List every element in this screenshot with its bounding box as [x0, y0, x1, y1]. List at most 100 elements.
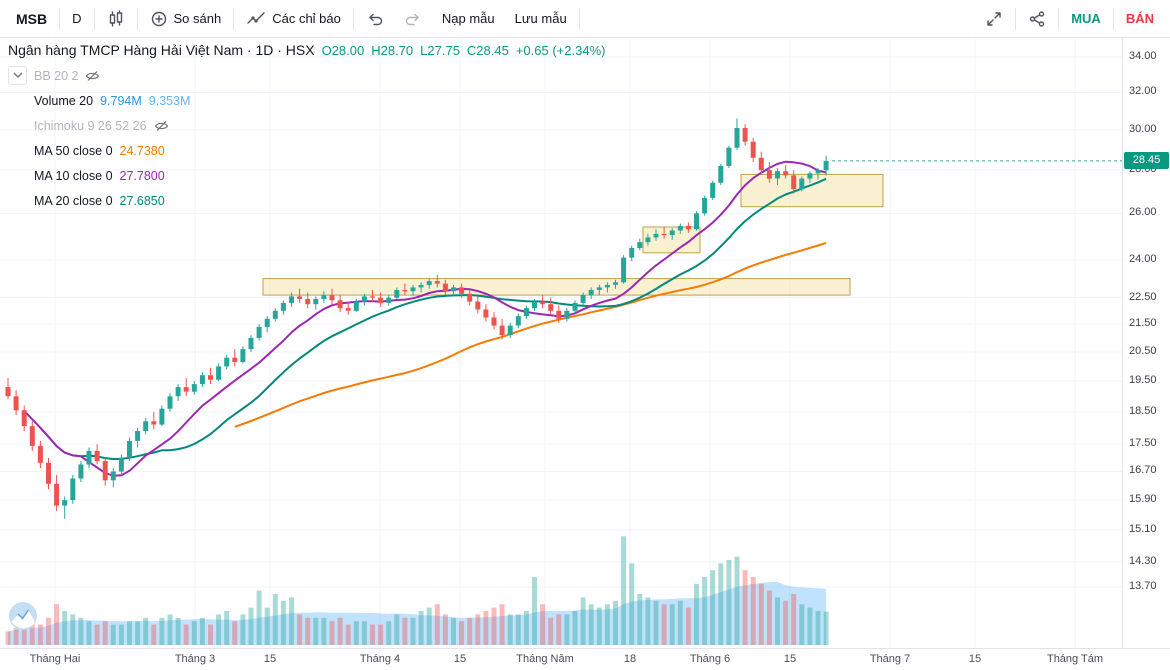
volume-ma-area [8, 581, 827, 645]
toolbar-separator [352, 7, 354, 30]
time-axis-label: Tháng Tám [1046, 653, 1104, 665]
time-axis-label: Tháng 3 [174, 653, 216, 665]
volume-layer [5, 536, 829, 645]
indicator-ma20-label[interactable]: MA 20 close 0 [34, 193, 113, 208]
indicator-row-ma50: MA 50 close 0 24.7380 [8, 138, 605, 163]
ohlc-high: H28.70 [371, 42, 414, 58]
fullscreen-button[interactable] [975, 5, 1013, 33]
tradingview-logo[interactable] [8, 601, 38, 636]
indicator-row-volume: Volume 20 9.794M 9.353M [8, 88, 605, 113]
buy-button[interactable]: MUA [1071, 11, 1101, 26]
fullscreen-icon [987, 11, 1001, 26]
price-axis[interactable]: 28.45 34.00 32.00 30.00 28.00 26.00 24.00 22.5… [1122, 38, 1170, 648]
toolbar-separator [93, 7, 95, 30]
price-axis-label: 14.30 [1129, 554, 1157, 567]
price-change: +0.65 (+2.34%) [515, 42, 606, 58]
indicator-ma10-label[interactable]: MA 10 close 0 [34, 168, 113, 183]
legend-panel: Ngân hàng TMCP Hàng Hải Việt Nam · 1D · … [8, 42, 605, 213]
ohlc-close: C28.45 [466, 42, 509, 58]
chart-type-button[interactable] [97, 5, 135, 33]
eye-off-icon[interactable] [154, 120, 169, 132]
compare-button[interactable]: So sánh [140, 5, 232, 33]
time-axis-label: 15 [968, 653, 982, 665]
last-price-badge: 28.45 [1124, 151, 1169, 169]
symbol-button[interactable]: MSB [16, 10, 48, 27]
symbol-description[interactable]: Ngân hàng TMCP Hàng Hải Việt Nam · 1D · … [8, 42, 315, 58]
undo-icon [369, 13, 383, 26]
price-axis-label: 32.00 [1129, 85, 1157, 98]
mountain-logo-icon [9, 602, 37, 630]
toolbar-separator [136, 7, 138, 30]
plus-circle-icon [151, 11, 166, 26]
price-axis-label: 22.50 [1129, 290, 1157, 303]
indicator-row-ichimoku: Ichimoku 9 26 52 26 [8, 113, 605, 138]
toolbar-separator [1015, 7, 1017, 30]
undo-button[interactable] [356, 5, 394, 33]
toolbar-separator [1058, 7, 1060, 30]
legend-collapse-button[interactable] [8, 66, 27, 85]
time-axis-label: Tháng 6 [689, 653, 731, 665]
ma10-value: 27.7800 [119, 168, 165, 183]
load-template-label: Nạp mẫu [441, 11, 495, 26]
volume-value: 9.794M [100, 93, 142, 108]
volume-ma-value: 9.353M [148, 93, 191, 108]
time-axis-label: Tháng 4 [359, 653, 401, 665]
ma50-value: 24.7380 [119, 143, 165, 158]
price-axis-label: 18.50 [1129, 404, 1157, 417]
compare-label: So sánh [173, 11, 222, 26]
ohlc-low: L27.75 [420, 42, 460, 58]
interval-button[interactable]: D [72, 11, 82, 26]
time-axis-label: Tháng 7 [869, 653, 911, 665]
price-axis-label: 16.70 [1129, 464, 1157, 477]
save-template-button[interactable]: Lưu mẫu [505, 5, 577, 33]
toolbar-separator [578, 7, 580, 30]
time-axis-label: Tháng Hai [29, 653, 81, 665]
top-toolbar: MSB D So sánh Các chỉ báo [0, 0, 1170, 38]
chart-title-row: Ngân hàng TMCP Hàng Hải Việt Nam · 1D · … [8, 42, 605, 58]
save-template-label: Lưu mẫu [514, 11, 567, 26]
price-axis-label: 15.90 [1129, 493, 1157, 506]
load-template-button[interactable]: Nạp mẫu [432, 5, 505, 33]
redo-button[interactable] [394, 5, 432, 33]
time-axis-label: 18 [623, 653, 637, 665]
price-axis-label: 15.10 [1129, 523, 1157, 536]
indicators-button[interactable]: Các chỉ báo [236, 5, 351, 33]
price-axis-label: 21.50 [1129, 317, 1157, 330]
sell-button[interactable]: BÁN [1125, 11, 1154, 26]
price-axis-label: 17.50 [1129, 437, 1157, 450]
time-axis-label: 15 [783, 653, 797, 665]
indicators-label: Các chỉ báo [272, 11, 341, 26]
price-axis-label: 24.00 [1129, 253, 1157, 266]
candlestick-layer [5, 118, 829, 519]
indicator-row-ma20: MA 20 close 0 27.6850 [8, 188, 605, 213]
ma-lines [23, 160, 827, 477]
indicator-ma50-label[interactable]: MA 50 close 0 [34, 143, 113, 158]
toolbar-separator [1112, 7, 1114, 30]
time-axis-label: Tháng Năm [516, 653, 574, 665]
indicator-row-ma10: MA 10 close 0 27.7800 [8, 163, 605, 188]
eye-off-icon[interactable] [85, 70, 100, 82]
toolbar-separator [233, 7, 235, 30]
indicator-row-bb: BB 20 2 [8, 63, 605, 88]
price-axis-label: 19.50 [1129, 374, 1157, 387]
price-axis-label: 13.70 [1129, 579, 1157, 592]
indicator-ichimoku-label[interactable]: Ichimoku 9 26 52 26 [34, 118, 147, 133]
ohlc-open: O28.00 [321, 42, 365, 58]
share-icon [1030, 10, 1045, 27]
price-axis-label: 34.00 [1129, 50, 1157, 62]
share-button[interactable] [1018, 5, 1056, 33]
price-axis-label: 30.00 [1129, 122, 1157, 135]
time-axis-label: 15 [263, 653, 277, 665]
grid-layer [0, 38, 1122, 648]
time-axis[interactable]: Tháng Hai Tháng 3 15 Tháng 4 15 Tháng Năm 18 Th… [0, 648, 1170, 670]
redo-icon [405, 13, 419, 26]
ma20-value: 27.6850 [119, 193, 165, 208]
time-axis-label: 15 [453, 653, 467, 665]
toolbar-separator [59, 7, 61, 30]
candlestick-chart-icon [109, 9, 122, 27]
indicator-volume-label[interactable]: Volume 20 [34, 93, 94, 108]
indicator-bb-label[interactable]: BB 20 2 [34, 68, 79, 83]
indicators-icon [247, 11, 265, 24]
